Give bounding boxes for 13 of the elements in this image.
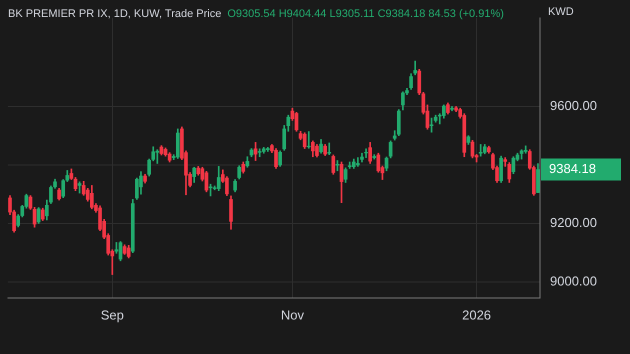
- x-tick-label: 2026: [462, 307, 492, 322]
- y-tick-label: 9600.00: [550, 98, 597, 113]
- y-tick-label: 9200.00: [550, 214, 597, 230]
- chart-title: BK PREMIER PR IX, 1D, KUW, Trade Price: [8, 8, 222, 20]
- y-tick-label: 9000.00: [550, 273, 597, 288]
- candlestick: [208, 184, 212, 196]
- candlestick: [430, 118, 434, 132]
- x-tick-label: Sep: [100, 307, 124, 322]
- x-tick-label: Nov: [280, 307, 304, 322]
- text: 9384.18: [549, 161, 596, 176]
- y-axis-title: KWD: [548, 6, 575, 18]
- chart-subtitle: O9305.54 H9404.44 L9305.11 C9384.18 84.53 (+0.91%): [227, 8, 504, 20]
- candlestick: [78, 182, 82, 194]
